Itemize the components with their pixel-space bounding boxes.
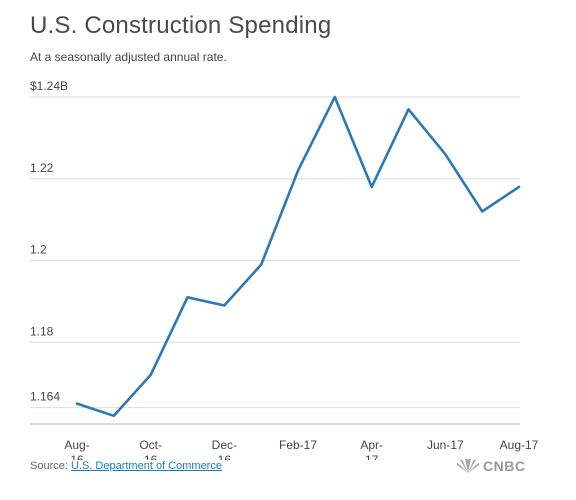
x-tick-label-line2: 17 [365, 453, 379, 460]
x-tick-label-line1: Aug- [64, 438, 89, 452]
source-prefix: Source: [30, 460, 71, 472]
y-tick-label: $1.24B [30, 79, 68, 93]
source-note: Source: U.S. Department of Commerce [30, 460, 222, 472]
y-tick-label: 1.2 [30, 243, 47, 257]
chart-subtitle: At a seasonally adjusted annual rate. [30, 50, 227, 64]
x-tick-label-line1: Feb-17 [279, 438, 317, 452]
x-tick-label-line1: Oct- [139, 438, 162, 452]
x-tick-label-line2: 16 [144, 453, 158, 460]
x-tick-label-line1: Jun-17 [427, 438, 464, 452]
y-tick-label: 1.18 [30, 324, 54, 338]
y-axis-ticks: $1.24B 1.22 1.2 1.18 1.164 [30, 79, 68, 404]
y-tick-label: 1.22 [30, 161, 54, 175]
nbc-peacock-icon [456, 459, 480, 473]
source-link[interactable]: U.S. Department of Commerce [70, 460, 222, 472]
x-tick-label: Aug-16 [64, 438, 89, 460]
x-tick-label-line1: Dec- [212, 438, 237, 452]
cnbc-logo: CNBC [456, 458, 525, 474]
y-tick-label: 1.164 [30, 390, 60, 404]
x-tick-label: Aug-17 [500, 438, 539, 452]
x-tick-label: Apr-17 [360, 438, 383, 460]
x-tick-label-line2: 16 [218, 453, 232, 460]
x-tick-label: Dec-16 [212, 438, 237, 460]
x-tick-label-line1: Aug-17 [500, 438, 539, 452]
chart-title: U.S. Construction Spending [30, 12, 332, 39]
series-line [75, 95, 521, 418]
x-tick-label: Oct-16 [139, 438, 162, 460]
grid-lines [30, 96, 520, 425]
x-tick-label-line2: 16 [70, 453, 84, 460]
x-tick-label-line1: Apr- [360, 438, 383, 452]
x-tick-label: Jun-17 [427, 438, 464, 452]
x-tick-label: Feb-17 [279, 438, 317, 452]
logo-text: CNBC [483, 458, 526, 474]
